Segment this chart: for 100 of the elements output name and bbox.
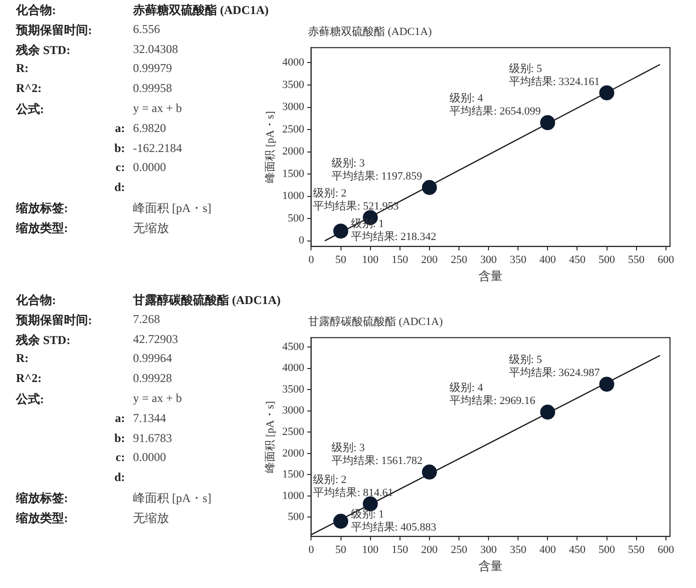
y-tick-label: 0 — [298, 234, 305, 247]
text: 无缩放 — [133, 510, 169, 527]
y-tick-label: 1500 — [282, 468, 305, 481]
point — [540, 115, 556, 130]
y-tick-label: 1000 — [282, 490, 305, 502]
text: 缩放类型: — [16, 510, 68, 527]
annotation: 级别: 4 平均结果: 2654.099 — [450, 92, 542, 118]
annotation: 级别: 5 平均结果: 3324.161 — [508, 62, 600, 88]
text: 缩放标签: — [16, 200, 68, 217]
y-tick-label: 3500 — [282, 78, 305, 91]
text: 预期保留时间: — [16, 22, 92, 39]
point — [422, 464, 437, 480]
point — [422, 180, 437, 195]
y-tick-label: 2000 — [282, 146, 305, 158]
x-tick-label: 100 — [362, 544, 380, 556]
text: 无缩放 — [133, 220, 169, 237]
x-tick-label: 250 — [450, 254, 468, 266]
text: 91.6783 — [133, 430, 172, 446]
text: c: — [116, 160, 125, 176]
x-tick-label: 0 — [308, 544, 314, 556]
x-tick-label: 400 — [539, 254, 556, 266]
text: 公式: — [16, 391, 44, 408]
text: b: — [114, 140, 125, 156]
text: 6.9820 — [133, 120, 166, 136]
annotation: 级别: 3 平均结果: 1197.859 — [331, 158, 423, 182]
y-tick-label: 3000 — [282, 101, 305, 114]
y-tick-label: 2000 — [282, 447, 305, 460]
x-tick-label: 500 — [598, 254, 616, 266]
y-tick-label: 4500 — [282, 340, 305, 353]
text: 缩放标签: — [16, 490, 68, 507]
annotation: 级别: 2 平均结果: 814.61 — [313, 474, 394, 499]
y-tick-label: 4000 — [282, 56, 305, 69]
text: R: — [16, 61, 29, 76]
y-tick-label: 2500 — [282, 123, 305, 136]
x-tick-label: 500 — [598, 544, 616, 556]
x-axis-title: 含量 — [478, 558, 503, 573]
x-tick-label: 300 — [480, 544, 498, 556]
x-tick-label: 200 — [421, 544, 438, 556]
y-tick-label: 3000 — [282, 404, 305, 417]
text: 残余 STD: — [16, 42, 70, 59]
x-tick-label: 200 — [421, 254, 438, 266]
text: R: — [16, 351, 29, 366]
text: 0.0000 — [133, 450, 166, 466]
y-tick-label: 2500 — [282, 426, 305, 438]
x-tick-label: 100 — [362, 254, 380, 266]
x-tick-label: 550 — [628, 254, 646, 266]
annotation: 级别: 1 平均结果: 405.883 — [350, 508, 437, 534]
text: 0.99958 — [133, 81, 172, 96]
chart-title: 赤藓糖双硫酸酯 (ADC1A) — [308, 24, 432, 39]
text: 0.99964 — [133, 351, 172, 366]
x-tick-label: 150 — [392, 544, 409, 556]
text: 公式: — [16, 101, 44, 118]
x-tick-label: 50 — [335, 544, 347, 556]
text: 32.04308 — [133, 42, 178, 57]
text: -162.2184 — [133, 140, 182, 156]
text: 6.556 — [133, 22, 160, 37]
x-tick-label: 350 — [510, 544, 527, 556]
y-tick-label: 500 — [288, 212, 305, 224]
text: 化合物: — [16, 2, 56, 19]
x-tick-label: 250 — [450, 544, 468, 556]
y-axis-title: 峰面积 [pA・s] — [264, 111, 276, 183]
text: 0.99928 — [133, 371, 172, 386]
x-tick-label: 450 — [568, 544, 586, 556]
text: 0.0000 — [133, 160, 166, 176]
text: R^2: — [16, 371, 42, 386]
text: 缩放类型: — [16, 220, 68, 237]
text: 预期保留时间: — [16, 312, 92, 329]
y-tick-label: 500 — [288, 511, 305, 524]
text: 0.99979 — [133, 61, 172, 76]
y-tick-label: 4000 — [282, 362, 305, 374]
x-tick-label: 400 — [539, 544, 556, 556]
text: d: — [114, 470, 125, 486]
x-tick-label: 150 — [392, 254, 409, 266]
text: 7.268 — [133, 312, 160, 327]
x-tick-label: 0 — [308, 254, 314, 266]
text: 峰面积 [pA・s] — [133, 490, 212, 507]
text: R^2: — [16, 81, 42, 96]
text: c: — [116, 450, 125, 466]
x-tick-label: 550 — [628, 544, 646, 556]
y-tick-label: 1500 — [282, 168, 305, 180]
y-tick-label: 1000 — [282, 190, 305, 202]
text: b: — [114, 430, 125, 446]
text: 7.1344 — [133, 410, 166, 426]
y-tick-label: 3500 — [282, 383, 305, 396]
text: d: — [114, 180, 125, 196]
text: 峰面积 [pA・s] — [133, 200, 212, 217]
x-tick-label: 600 — [658, 254, 675, 266]
point — [599, 85, 614, 100]
text: y = ax + b — [133, 391, 182, 406]
x-tick-label: 350 — [510, 254, 527, 266]
text: 残余 STD: — [16, 332, 70, 349]
x-axis-title: 含量 — [478, 268, 503, 283]
text: 甘露醇碳酸硫酸酯 (ADC1A) — [133, 292, 281, 309]
text: 赤藓糖双硫酸酯 (ADC1A) — [133, 2, 269, 19]
point — [540, 404, 556, 420]
x-tick-label: 50 — [335, 254, 347, 266]
annotation: 级别: 3 平均结果: 1561.782 — [331, 442, 422, 468]
text: 化合物: — [16, 292, 56, 309]
text: y = ax + b — [133, 101, 182, 116]
point — [333, 224, 348, 239]
